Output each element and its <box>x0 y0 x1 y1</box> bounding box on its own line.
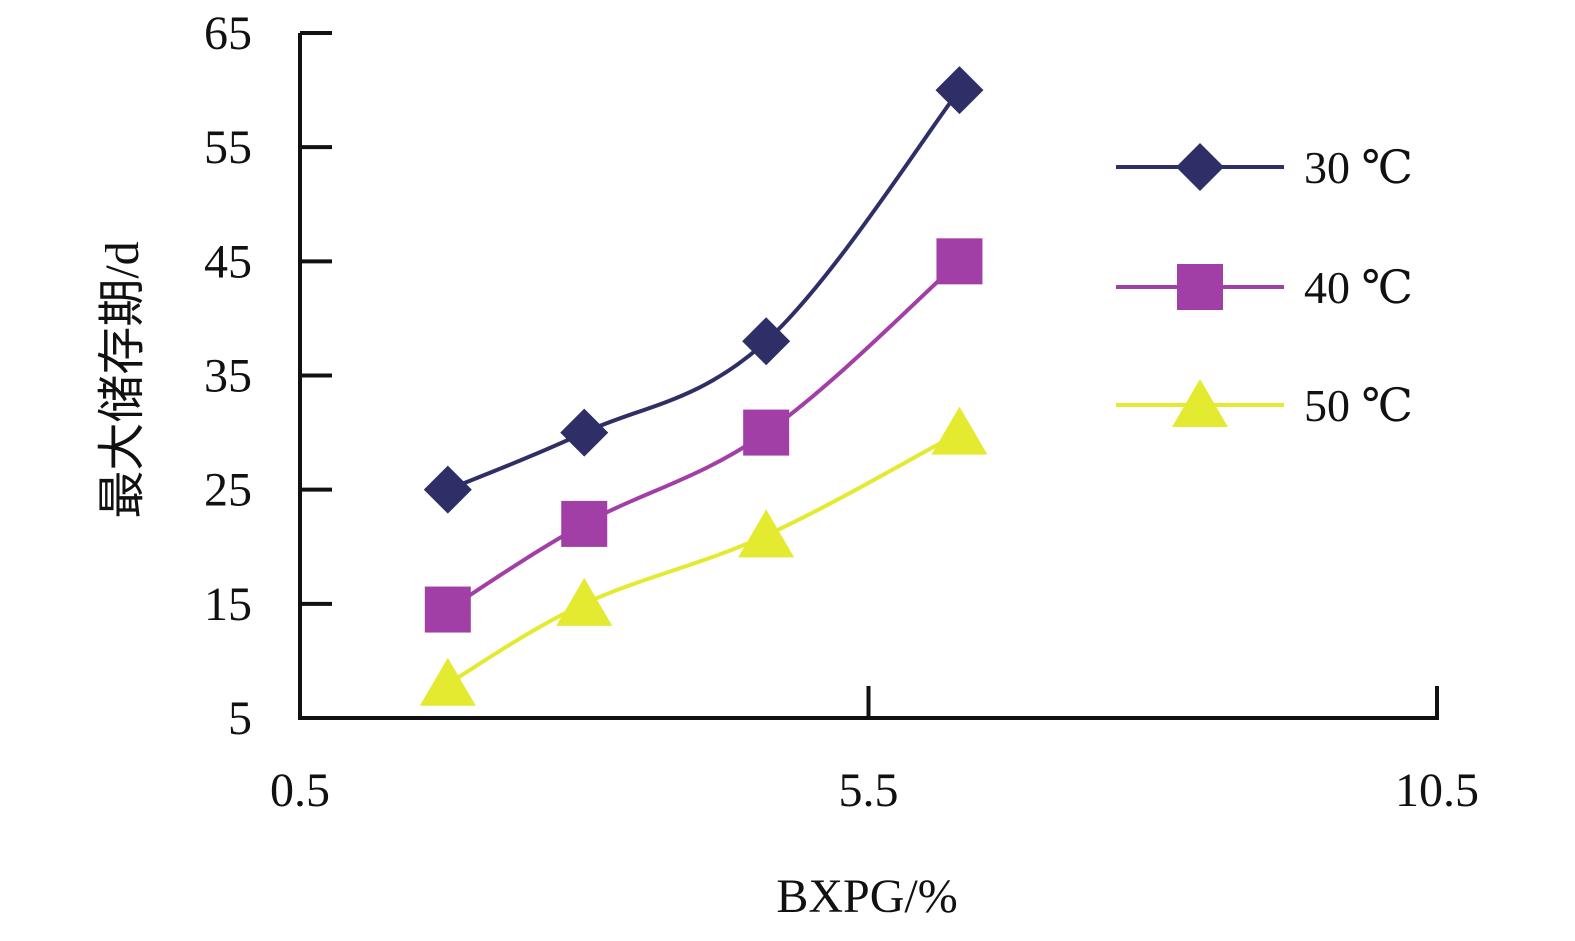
data-point-diamond <box>935 66 984 115</box>
legend: 30 ℃ 40 ℃ 50 ℃ <box>1116 142 1413 431</box>
y-tick-label: 15 <box>204 578 252 631</box>
data-point-triangle <box>419 657 476 706</box>
data-point-square <box>561 500 608 547</box>
series-square <box>424 238 983 633</box>
x-tick-label: 5.5 <box>839 764 899 817</box>
series-line <box>447 88 962 492</box>
legend-label: 40 ℃ <box>1304 262 1413 313</box>
data-point-square <box>936 238 983 285</box>
y-tick-label: 25 <box>204 464 252 517</box>
legend-label: 50 ℃ <box>1304 380 1413 431</box>
data-point-triangle <box>556 577 613 626</box>
y-tick-label: 55 <box>204 121 252 174</box>
y-axis-title: 最大储存期/d <box>96 241 149 518</box>
legend-item: 40 ℃ <box>1116 262 1413 313</box>
y-tick-label: 5 <box>228 692 252 745</box>
data-point-square <box>424 586 471 633</box>
legend-label: 30 ℃ <box>1304 142 1413 193</box>
x-tick-label: 0.5 <box>270 764 330 817</box>
data-point-triangle <box>931 406 988 455</box>
legend-item: 30 ℃ <box>1116 142 1413 193</box>
legend-marker-square <box>1177 264 1223 310</box>
series-triangle <box>419 406 988 706</box>
series-diamond <box>423 66 984 514</box>
x-tick-label: 10.5 <box>1395 764 1479 817</box>
data-point-triangle <box>738 509 795 558</box>
data-point-square <box>743 409 790 456</box>
data-point-diamond <box>423 465 472 514</box>
y-tick-label: 45 <box>204 235 252 288</box>
y-tick-label: 65 <box>204 7 252 60</box>
x-axis-title: BXPG/% <box>776 870 957 923</box>
data-point-diamond <box>742 317 791 366</box>
legend-marker-diamond <box>1176 143 1224 191</box>
series-group <box>419 66 988 706</box>
y-tick-label: 35 <box>204 350 252 403</box>
series-line <box>446 430 961 686</box>
axes: 5 15 25 35 45 55 65 0.5 5.5 10.5 <box>204 7 1479 817</box>
data-point-diamond <box>560 408 609 457</box>
series-line <box>446 259 961 612</box>
legend-item: 50 ℃ <box>1116 379 1413 431</box>
legend-marker-triangle <box>1172 379 1228 427</box>
